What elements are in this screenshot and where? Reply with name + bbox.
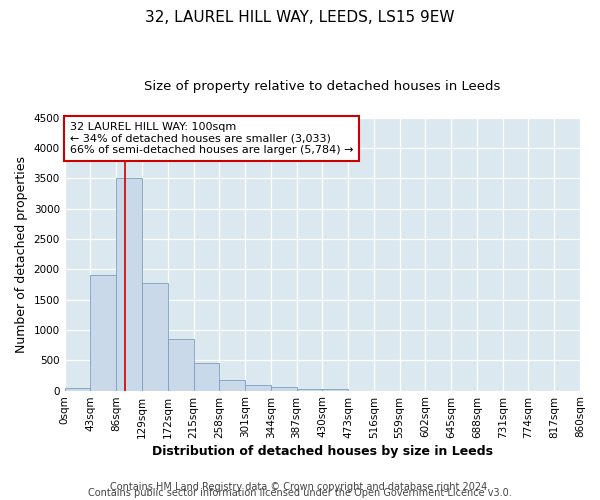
Bar — [65, 388, 91, 390]
Bar — [116, 178, 142, 390]
Bar — [193, 364, 219, 390]
Bar — [91, 276, 116, 390]
Text: 32 LAUREL HILL WAY: 100sqm
← 34% of detached houses are smaller (3,033)
66% of s: 32 LAUREL HILL WAY: 100sqm ← 34% of deta… — [70, 122, 353, 155]
Text: 32, LAUREL HILL WAY, LEEDS, LS15 9EW: 32, LAUREL HILL WAY, LEEDS, LS15 9EW — [145, 10, 455, 25]
Bar — [245, 385, 271, 390]
Bar — [219, 380, 245, 390]
Bar — [271, 387, 296, 390]
Title: Size of property relative to detached houses in Leeds: Size of property relative to detached ho… — [144, 80, 500, 93]
Text: Contains HM Land Registry data © Crown copyright and database right 2024.: Contains HM Land Registry data © Crown c… — [110, 482, 490, 492]
X-axis label: Distribution of detached houses by size in Leeds: Distribution of detached houses by size … — [152, 444, 493, 458]
Text: Contains public sector information licensed under the Open Government Licence v3: Contains public sector information licen… — [88, 488, 512, 498]
Bar — [296, 389, 322, 390]
Bar — [168, 339, 193, 390]
Y-axis label: Number of detached properties: Number of detached properties — [15, 156, 28, 352]
Bar — [142, 282, 168, 391]
